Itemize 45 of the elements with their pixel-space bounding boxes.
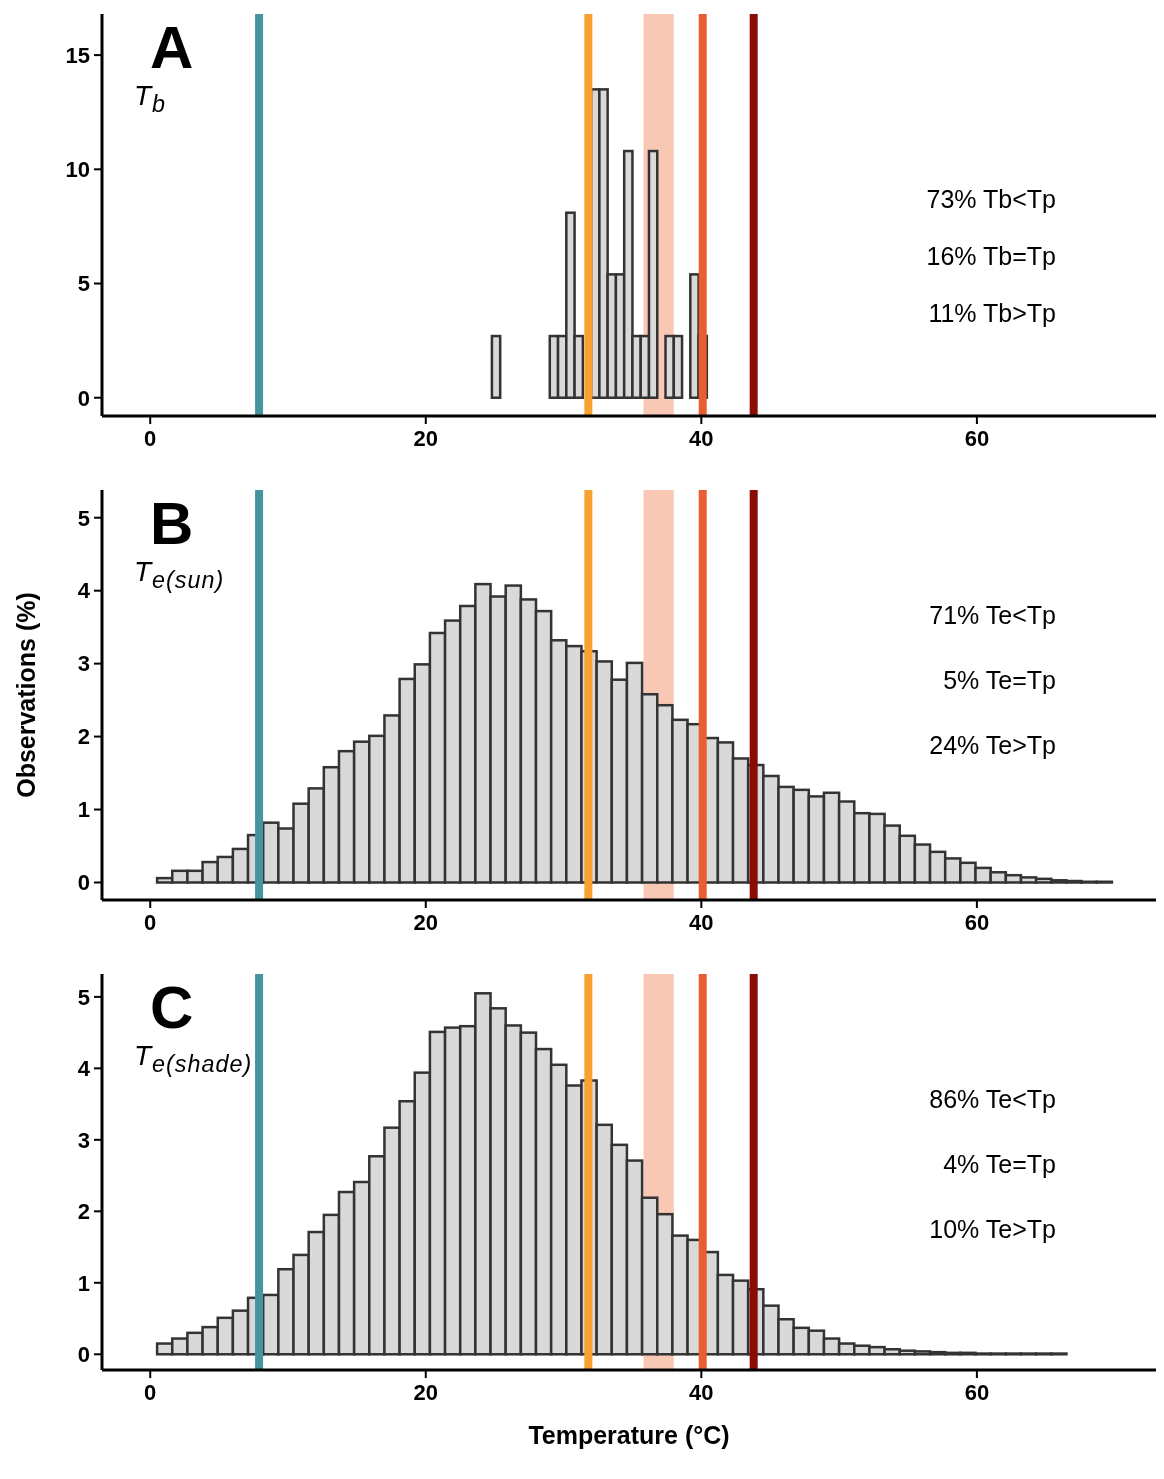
annotation: B: [150, 490, 194, 557]
y-tick-label: 0: [77, 870, 90, 896]
x-axis-title: Temperature (°C): [528, 1421, 730, 1449]
x-tick-label: 40: [689, 1379, 714, 1405]
y-tick-label: 3: [77, 651, 90, 677]
x-tick-label: 20: [413, 425, 439, 451]
annotation: A: [150, 14, 194, 81]
x-tick-label: 40: [689, 909, 714, 935]
y-tick-label: 10: [65, 157, 90, 183]
annotation: 16% Tb=Tp: [926, 241, 1056, 271]
annotation: 10% Te>Tp: [929, 1214, 1056, 1244]
x-tick-label: 20: [413, 1379, 439, 1405]
annotation: T$_{e(sun)}$: [134, 556, 225, 595]
annotation: 5% Te=Tp: [943, 665, 1056, 695]
y-tick-label: 5: [77, 271, 90, 297]
annotation: 24% Te>Tp: [929, 730, 1056, 760]
y-tick-label: 15: [65, 42, 90, 68]
x-tick-label: 20: [413, 909, 439, 935]
annotation: 73% Tb<Tp: [926, 184, 1056, 214]
annotation: T$_{b}$: [134, 80, 167, 119]
x-tick-label: 0: [144, 425, 157, 451]
annotation: 86% Te<Tp: [929, 1084, 1056, 1114]
y-tick-label: 5: [77, 505, 90, 531]
annotation: 71% Te<Tp: [929, 600, 1056, 630]
y-tick-label: 0: [77, 385, 90, 411]
annotation: T$_{e(shade)}$: [134, 1040, 253, 1079]
x-tick-label: 60: [964, 909, 990, 935]
y-tick-label: 5: [77, 984, 90, 1010]
y-tick-label: 3: [77, 1127, 90, 1153]
y-tick-label: 1: [77, 1270, 90, 1296]
annotation: 11% Tb>Tp: [928, 298, 1056, 328]
x-tick-label: 40: [689, 425, 714, 451]
x-tick-label: 60: [964, 425, 990, 451]
x-tick-label: 0: [144, 909, 157, 935]
y-tick-label: 4: [77, 578, 91, 604]
y-tick-label: 4: [77, 1056, 91, 1082]
x-tick-label: 0: [144, 1379, 157, 1405]
y-axis-title: Observations (%): [11, 592, 40, 798]
y-tick-label: 2: [77, 724, 90, 750]
x-tick-label: 60: [964, 1379, 990, 1405]
y-tick-label: 1: [77, 797, 90, 823]
annotation: 4% Te=Tp: [943, 1149, 1056, 1179]
y-tick-label: 0: [77, 1342, 90, 1368]
y-tick-label: 2: [77, 1199, 90, 1225]
annotation: C: [150, 974, 194, 1041]
